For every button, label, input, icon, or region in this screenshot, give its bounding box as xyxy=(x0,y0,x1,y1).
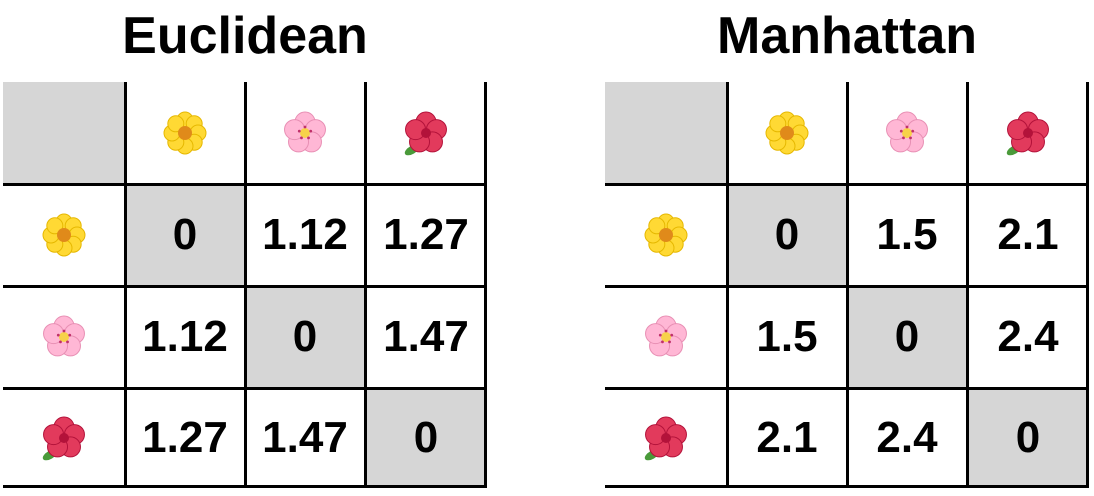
yellow-flower-icon xyxy=(42,213,86,257)
distance-value: 0 xyxy=(774,210,800,259)
red-hibiscus-icon xyxy=(42,416,85,461)
distance-cell: 1.27 xyxy=(125,388,245,488)
grid-line xyxy=(605,183,1089,186)
row-header xyxy=(3,286,125,388)
red-hibiscus-icon xyxy=(1006,111,1049,156)
pink-blossom-icon xyxy=(886,111,928,153)
distance-value: 1.5 xyxy=(876,210,938,259)
column-header xyxy=(967,82,1089,184)
grid-line xyxy=(3,485,487,488)
distance-value: 2.4 xyxy=(997,312,1059,361)
column-header xyxy=(727,82,847,184)
column-header xyxy=(847,82,967,184)
distance-value: 1.47 xyxy=(383,312,469,361)
corner-cell xyxy=(3,82,125,184)
distance-cell: 1.5 xyxy=(727,286,847,388)
diagonal-cell: 0 xyxy=(125,184,245,286)
yellow-flower-icon xyxy=(163,111,207,155)
grid-line xyxy=(605,485,1089,488)
yellow-flower-icon xyxy=(644,213,688,257)
grid-line xyxy=(3,285,487,288)
diagonal-cell: 0 xyxy=(365,388,487,488)
distance-value: 1.12 xyxy=(262,210,348,259)
grid-line xyxy=(3,183,487,186)
red-hibiscus-icon xyxy=(644,416,687,461)
distance-value: 0 xyxy=(413,413,439,462)
distance-cell: 1.47 xyxy=(245,388,365,488)
panel-title: Euclidean xyxy=(122,7,368,65)
pink-blossom-icon xyxy=(43,315,85,357)
pink-blossom-icon xyxy=(645,315,687,357)
distance-value: 2.1 xyxy=(756,413,818,462)
distance-value: 0 xyxy=(292,312,318,361)
distance-cell: 1.12 xyxy=(125,286,245,388)
distance-cell: 2.1 xyxy=(967,184,1089,286)
distance-cell: 1.5 xyxy=(847,184,967,286)
distance-cell: 1.27 xyxy=(365,184,487,286)
row-header xyxy=(3,388,125,488)
euclidean-panel: Euclidean 0 1.12 1.27 1.12 0 1.47 1.27 1.47 0 xyxy=(3,0,487,496)
distance-cell: 1.47 xyxy=(365,286,487,388)
corner-cell xyxy=(605,82,727,184)
diagonal-cell: 0 xyxy=(245,286,365,388)
column-header xyxy=(125,82,245,184)
row-header xyxy=(605,286,727,388)
distance-value: 1.12 xyxy=(142,312,228,361)
grid-line xyxy=(605,387,1089,390)
pink-blossom-icon xyxy=(284,111,326,153)
distance-value: 0 xyxy=(1015,413,1041,462)
manhattan-panel: Manhattan 0 1.5 2.1 1.5 0 2.4 2.1 2.4 0 xyxy=(605,0,1089,496)
distance-value: 1.5 xyxy=(756,312,818,361)
distance-matrix: 0 1.5 2.1 1.5 0 2.4 2.1 2.4 0 xyxy=(605,82,1089,488)
yellow-flower-icon xyxy=(765,111,809,155)
distance-cell: 1.12 xyxy=(245,184,365,286)
distance-cell: 2.1 xyxy=(727,388,847,488)
distance-value: 2.4 xyxy=(876,413,938,462)
grid-line xyxy=(3,387,487,390)
distance-matrix: 0 1.12 1.27 1.12 0 1.47 1.27 1.47 0 xyxy=(3,82,487,488)
distance-value: 1.27 xyxy=(383,210,469,259)
distance-cell: 2.4 xyxy=(847,388,967,488)
row-header xyxy=(3,184,125,286)
distance-value: 1.47 xyxy=(262,413,348,462)
distance-cell: 2.4 xyxy=(967,286,1089,388)
row-header xyxy=(605,184,727,286)
diagonal-cell: 0 xyxy=(727,184,847,286)
diagonal-cell: 0 xyxy=(847,286,967,388)
column-header xyxy=(365,82,487,184)
row-header xyxy=(605,388,727,488)
distance-value: 1.27 xyxy=(142,413,228,462)
column-header xyxy=(245,82,365,184)
distance-value: 0 xyxy=(894,312,920,361)
distance-value: 0 xyxy=(172,210,198,259)
grid-line xyxy=(605,285,1089,288)
distance-value: 2.1 xyxy=(997,210,1059,259)
diagonal-cell: 0 xyxy=(967,388,1089,488)
red-hibiscus-icon xyxy=(404,111,447,156)
panel-title: Manhattan xyxy=(717,7,977,65)
